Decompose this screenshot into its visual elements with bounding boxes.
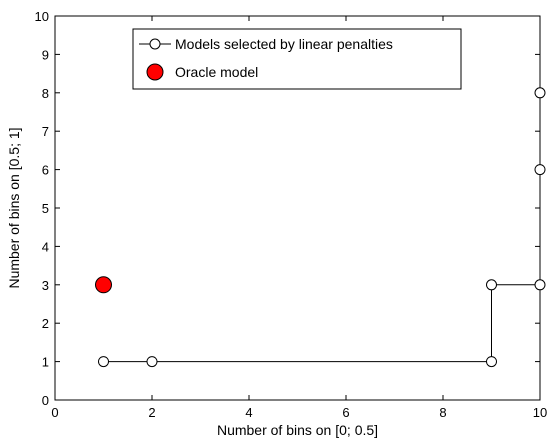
x-tick-label-3: 6 xyxy=(342,405,349,420)
oracle-point-0 xyxy=(95,276,112,294)
y-axis-label: Number of bins on [0.5; 1] xyxy=(6,127,22,288)
legend-label-0: Models selected by linear penalties xyxy=(175,36,393,52)
series-layer xyxy=(95,87,546,368)
data-point-0-1 xyxy=(146,356,158,368)
data-point-0-6 xyxy=(534,87,546,99)
y-tick-label-1: 1 xyxy=(42,355,49,370)
series-line-0 xyxy=(103,92,541,363)
y-tick-label-5: 5 xyxy=(42,201,49,216)
y-tick-label-0: 0 xyxy=(42,393,49,408)
legend: Models selected by linear penalties Oracl… xyxy=(132,28,462,90)
x-tick-label-5: 10 xyxy=(533,405,547,420)
data-point-0-4 xyxy=(534,279,546,291)
x-axis-label: Number of bins on [0; 0.5] xyxy=(217,422,378,438)
x-tick-label-0: 0 xyxy=(51,405,58,420)
y-tick-label-7: 7 xyxy=(42,124,49,139)
legend-marker-0 xyxy=(149,38,161,50)
y-tick-label-4: 4 xyxy=(42,239,49,254)
data-point-0-5 xyxy=(534,164,546,176)
y-tick-label-8: 8 xyxy=(42,86,49,101)
y-tick-label-9: 9 xyxy=(42,47,49,62)
x-tick-label-2: 4 xyxy=(245,405,252,420)
data-point-0-3 xyxy=(486,279,497,291)
x-tick-label-1: 2 xyxy=(148,405,155,420)
x-tick-label-4: 8 xyxy=(439,405,446,420)
legend-box xyxy=(132,28,462,90)
y-tick-label-3: 3 xyxy=(42,278,49,293)
y-tick-label-10: 10 xyxy=(35,9,49,24)
legend-marker-1 xyxy=(146,63,164,81)
data-point-0-2 xyxy=(486,356,497,368)
data-point-0-0 xyxy=(98,356,109,368)
y-tick-label-2: 2 xyxy=(42,316,49,331)
legend-label-1: Oracle model xyxy=(175,64,258,80)
y-tick-label-6: 6 xyxy=(42,163,49,178)
